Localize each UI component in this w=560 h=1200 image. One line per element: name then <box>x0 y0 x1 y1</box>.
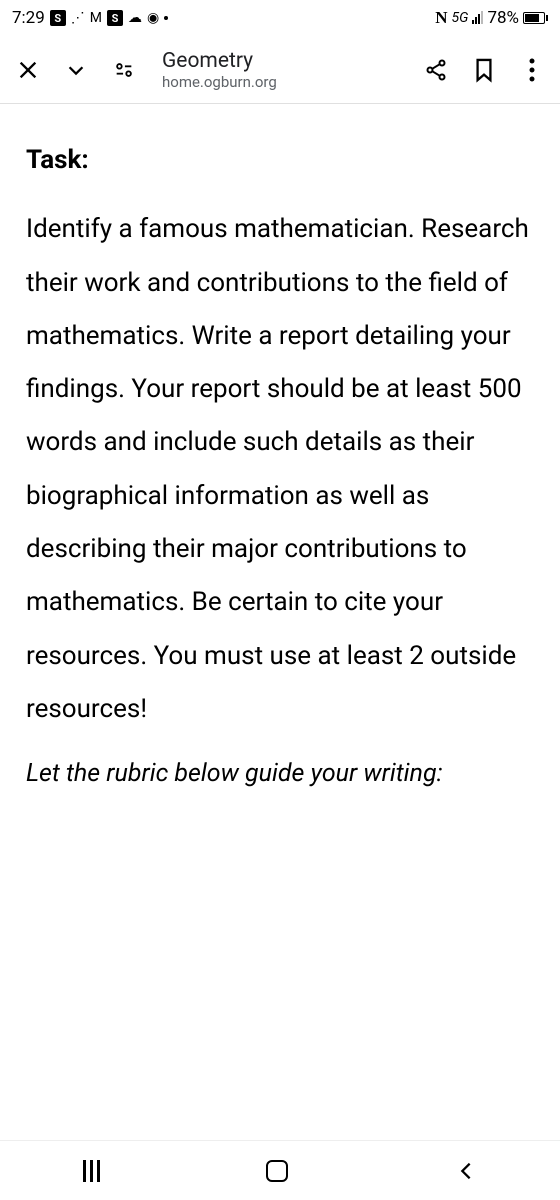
android-nav-bar <box>0 1140 560 1200</box>
status-time: 7:29 <box>12 8 45 28</box>
bookmark-icon[interactable] <box>470 56 498 84</box>
app-icon-2: ⋰ <box>71 10 85 26</box>
task-body: Identify a famous mathematician. Researc… <box>26 203 534 736</box>
more-icon[interactable] <box>518 56 546 84</box>
page-title: Geometry <box>162 49 253 73</box>
status-overflow-dot <box>164 16 168 20</box>
browser-bar: Geometry home.ogburn.org <box>0 36 560 104</box>
nav-recents-button[interactable] <box>83 1160 100 1182</box>
share-icon[interactable] <box>422 56 450 84</box>
app-icon-4: S <box>107 10 123 26</box>
status-right: N 5G 78% <box>435 8 548 28</box>
battery-percent: 78% <box>487 8 519 28</box>
battery-icon <box>523 12 548 24</box>
close-icon[interactable] <box>14 56 42 84</box>
content-area: Task: Identify a famous mathematician. R… <box>0 104 560 830</box>
app-icon-6: ◉ <box>147 10 159 26</box>
status-bar: 7:29 S ⋰ M S ☁ ◉ N 5G 78% <box>0 0 560 36</box>
chevron-down-icon[interactable] <box>62 56 90 84</box>
url-section[interactable]: Geometry home.ogburn.org <box>158 49 402 91</box>
page-url: home.ogburn.org <box>162 73 277 91</box>
nav-home-button[interactable] <box>266 1160 288 1182</box>
app-icon-5: ☁ <box>128 10 142 26</box>
settings-icon[interactable] <box>110 56 138 84</box>
app-icon-3: M <box>90 10 102 26</box>
status-left: 7:29 S ⋰ M S ☁ ◉ <box>12 8 168 28</box>
app-icon-1: S <box>50 10 66 26</box>
nav-back-button[interactable] <box>455 1160 477 1182</box>
task-label: Task: <box>26 134 534 187</box>
signal-icon <box>472 12 483 24</box>
rubric-note: Let the rubric below guide your writing: <box>26 748 534 799</box>
n-indicator: N <box>435 8 447 28</box>
network-label: 5G <box>452 10 469 26</box>
